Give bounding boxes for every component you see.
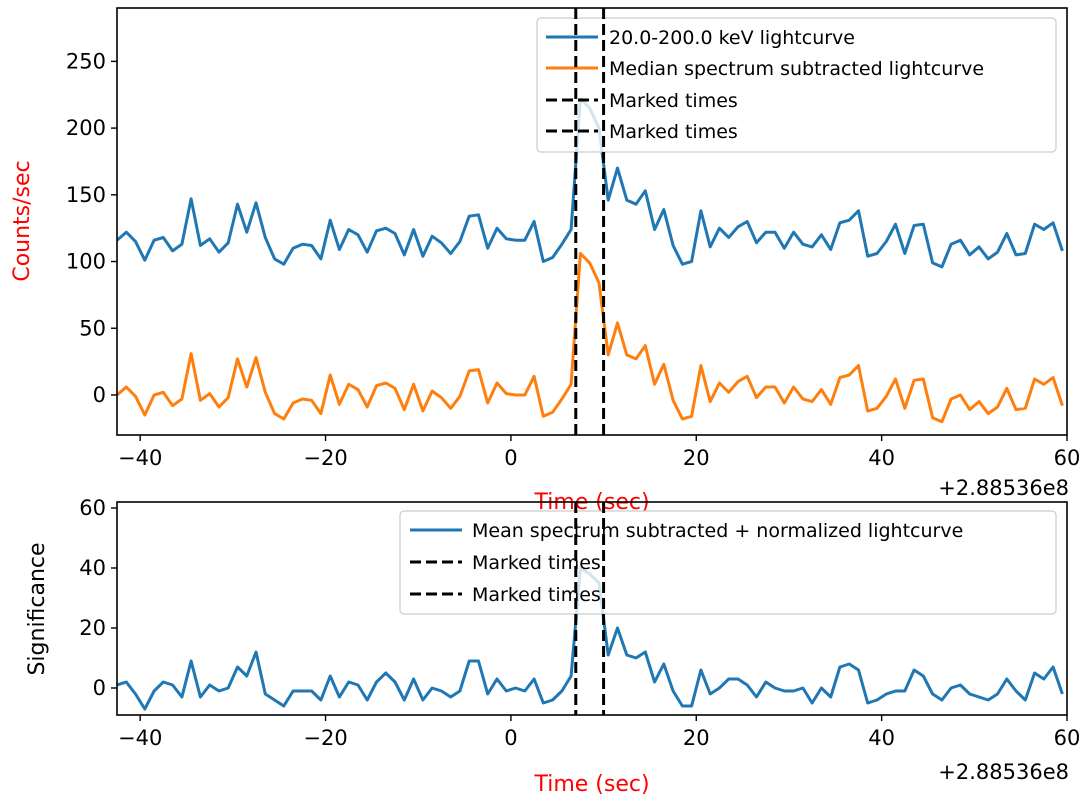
bottom-legend: Mean spectrum subtracted + normalized li… xyxy=(399,510,1057,615)
top-y-tick-label: 150 xyxy=(66,183,106,207)
top-legend-box xyxy=(536,17,1057,153)
top-legend-label-2: Marked times xyxy=(609,90,738,112)
bottom-y-tick-label: 0 xyxy=(93,676,106,700)
top-legend-label-1: Median spectrum subtracted lightcurve xyxy=(609,58,984,80)
bottom-x-tick-label: 0 xyxy=(504,726,517,750)
bottom-marked-times xyxy=(574,502,606,715)
top-y-tick-label: 200 xyxy=(66,116,106,140)
top-legend: 20.0-200.0 keV lightcurve Median spectru… xyxy=(536,17,1057,153)
top-x-offset-label: +2.88536e8 xyxy=(938,476,1069,500)
bottom-x-tick-label: 60 xyxy=(1054,726,1081,750)
top-x-ticks: −40 −20 0 20 40 60 xyxy=(118,435,1080,470)
top-y-tick-label: 100 xyxy=(66,250,106,274)
bottom-y-ticks: 0 20 40 60 xyxy=(79,496,117,700)
top-x-tick-label: 0 xyxy=(504,446,517,470)
top-panel: −40 −20 0 20 40 60 0 50 100 150 200 250 Counts/sec… xyxy=(10,7,1080,515)
top-y-tick-label: 50 xyxy=(79,316,106,340)
top-x-tick-label: 40 xyxy=(868,446,895,470)
bottom-y-tick-label: 40 xyxy=(79,556,106,580)
top-y-ticks: 0 50 100 150 200 250 xyxy=(66,49,117,407)
top-series-line-1 xyxy=(117,252,1064,424)
bottom-legend-label-2: Marked times xyxy=(472,584,601,606)
top-marked-times xyxy=(574,8,606,435)
top-axes-frame xyxy=(116,7,1068,436)
bottom-y-tick-label: 60 xyxy=(79,496,106,520)
top-y-tick-label: 0 xyxy=(93,383,106,407)
bottom-legend-label-1: Marked times xyxy=(472,552,601,574)
top-x-tick-label: 20 xyxy=(683,446,710,470)
top-x-tick-label: 60 xyxy=(1054,446,1081,470)
bottom-x-tick-label: −40 xyxy=(118,726,162,750)
top-x-tick-label: −20 xyxy=(303,446,347,470)
bottom-axes-frame xyxy=(116,501,1068,716)
bottom-y-axis-label: Significance xyxy=(25,542,50,675)
bottom-x-offset-label: +2.88536e8 xyxy=(938,760,1069,784)
top-x-tick-label: −40 xyxy=(118,446,162,470)
bottom-x-axis-label: Time (sec) xyxy=(533,772,649,797)
bottom-x-tick-label: 20 xyxy=(683,726,710,750)
top-legend-label-0: 20.0-200.0 keV lightcurve xyxy=(609,27,855,49)
bottom-x-ticks: −40 −20 0 20 40 60 xyxy=(118,715,1080,750)
bottom-x-tick-label: 40 xyxy=(868,726,895,750)
top-legend-label-3: Marked times xyxy=(609,121,738,143)
bottom-panel: −40 −20 0 20 40 60 0 20 40 60 Significance Time … xyxy=(25,496,1080,797)
bottom-legend-box xyxy=(399,510,1057,615)
top-y-axis-label: Counts/sec xyxy=(10,160,35,281)
bottom-legend-label-0: Mean spectrum subtracted + normalized li… xyxy=(472,520,963,542)
top-y-tick-label: 250 xyxy=(66,49,106,73)
bottom-x-tick-label: −20 xyxy=(303,726,347,750)
bottom-y-tick-label: 20 xyxy=(79,616,106,640)
